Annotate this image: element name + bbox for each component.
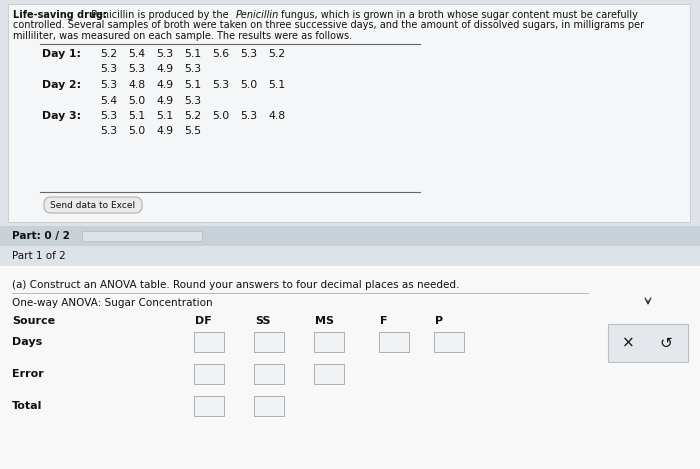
Text: DF: DF [195, 316, 211, 326]
Text: 5.4: 5.4 [100, 96, 117, 106]
Text: F: F [380, 316, 388, 326]
Text: Part 1 of 2: Part 1 of 2 [12, 251, 66, 261]
Text: 5.2: 5.2 [184, 111, 201, 121]
Bar [0, 226, 700, 246]
Text: Send data to Excel: Send data to Excel [50, 201, 136, 210]
Text: Penicillin is produced by the: Penicillin is produced by the [88, 10, 232, 20]
Text: 5.6: 5.6 [212, 49, 229, 59]
Text: 5.2: 5.2 [268, 49, 285, 59]
Text: 5.3: 5.3 [212, 80, 229, 90]
Bar [608, 324, 688, 362]
Text: MS: MS [315, 316, 334, 326]
Bar [194, 364, 224, 384]
Text: SS: SS [255, 316, 270, 326]
Text: One-way ANOVA: Sugar Concentration: One-way ANOVA: Sugar Concentration [12, 298, 213, 308]
Bar [254, 332, 284, 352]
Text: 4.8: 4.8 [128, 80, 145, 90]
Text: 4.8: 4.8 [268, 111, 285, 121]
Text: milliliter, was measured on each sample. The results were as follows.: milliliter, was measured on each sample.… [13, 31, 352, 41]
Text: Day 2:: Day 2: [42, 80, 81, 90]
Text: 5.3: 5.3 [100, 127, 117, 136]
Text: 5.3: 5.3 [100, 111, 117, 121]
Text: Source: Source [12, 316, 55, 326]
Text: 5.3: 5.3 [184, 65, 201, 75]
Bar [8, 4, 690, 222]
Text: 5.1: 5.1 [184, 49, 201, 59]
Bar [314, 332, 344, 352]
Bar [434, 332, 464, 352]
Bar [82, 231, 202, 241]
Text: 5.3: 5.3 [128, 65, 145, 75]
Text: controlled. Several samples of broth were taken on three successive days, and th: controlled. Several samples of broth wer… [13, 21, 644, 30]
Text: Penicillin: Penicillin [236, 10, 279, 20]
Text: 5.1: 5.1 [156, 111, 173, 121]
Text: P: P [435, 316, 443, 326]
Text: Day 1:: Day 1: [42, 49, 81, 59]
Text: 5.4: 5.4 [128, 49, 145, 59]
Text: Day 3:: Day 3: [42, 111, 81, 121]
Text: 5.0: 5.0 [128, 96, 146, 106]
Text: 5.5: 5.5 [184, 127, 201, 136]
Text: 5.0: 5.0 [212, 111, 230, 121]
Bar [254, 364, 284, 384]
Text: 5.3: 5.3 [100, 80, 117, 90]
Text: (a) Construct an ANOVA table. Round your answers to four decimal places as neede: (a) Construct an ANOVA table. Round your… [12, 280, 459, 290]
Bar [314, 364, 344, 384]
Text: 5.3: 5.3 [156, 49, 173, 59]
Text: 5.1: 5.1 [268, 80, 285, 90]
Text: Error: Error [12, 369, 43, 379]
Bar [194, 396, 224, 416]
Bar [0, 246, 700, 266]
Text: Total: Total [12, 401, 43, 411]
Text: 5.3: 5.3 [184, 96, 201, 106]
Bar [0, 266, 700, 469]
Text: 5.3: 5.3 [100, 65, 117, 75]
Text: 4.9: 4.9 [156, 96, 173, 106]
Bar [254, 396, 284, 416]
Text: fungus, which is grown in a broth whose sugar content must be carefully: fungus, which is grown in a broth whose … [278, 10, 638, 20]
Text: 4.9: 4.9 [156, 127, 173, 136]
Text: 4.9: 4.9 [156, 65, 173, 75]
Text: Part: 0 / 2: Part: 0 / 2 [12, 231, 70, 241]
Text: 5.3: 5.3 [240, 111, 257, 121]
Text: 5.1: 5.1 [128, 111, 145, 121]
Text: 5.2: 5.2 [100, 49, 117, 59]
Text: ↺: ↺ [659, 335, 673, 350]
Bar [194, 332, 224, 352]
Text: 5.0: 5.0 [240, 80, 258, 90]
Text: Life-saving drug:: Life-saving drug: [13, 10, 107, 20]
FancyBboxPatch shape [44, 197, 142, 213]
Text: 5.3: 5.3 [240, 49, 257, 59]
Text: 5.0: 5.0 [128, 127, 146, 136]
Text: Days: Days [12, 337, 42, 347]
Text: ×: × [622, 335, 634, 350]
Text: 5.1: 5.1 [184, 80, 201, 90]
Bar [379, 332, 409, 352]
Text: 4.9: 4.9 [156, 80, 173, 90]
